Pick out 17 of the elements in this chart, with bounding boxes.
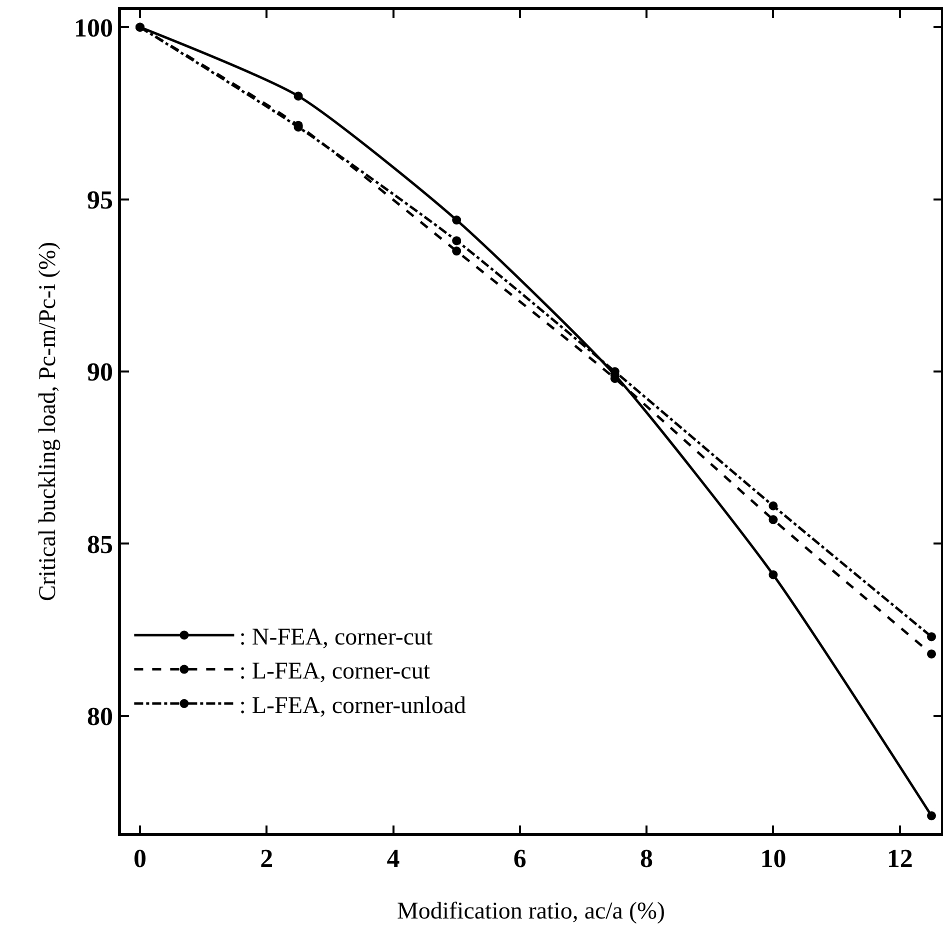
legend-label: : L-FEA, corner-unload	[239, 692, 466, 719]
x-tick-label: 12	[886, 844, 913, 873]
y-tick-label: 85	[87, 530, 114, 559]
x-tick-label: 8	[640, 844, 654, 873]
y-tick-label: 80	[87, 702, 114, 732]
legend-label: : N-FEA, corner-cut	[239, 624, 433, 650]
x-tick-label: 6	[513, 844, 526, 873]
x-tick-label: 10	[760, 844, 786, 873]
x-tick-label: 4	[386, 844, 400, 873]
y-tick-label: 100	[74, 13, 114, 42]
y-tick-label: 90	[87, 358, 114, 387]
x-tick-label: 2	[260, 844, 274, 873]
legend-label: : L-FEA, corner-cut	[239, 658, 430, 685]
y-axis-title: Critical buckling load, Pc-m/Pc-i (%)	[35, 242, 62, 602]
x-tick-label: 0	[134, 844, 146, 873]
y-tick-label: 95	[87, 185, 114, 214]
x-axis-title: Modification ratio, ac/a (%)	[397, 898, 665, 924]
